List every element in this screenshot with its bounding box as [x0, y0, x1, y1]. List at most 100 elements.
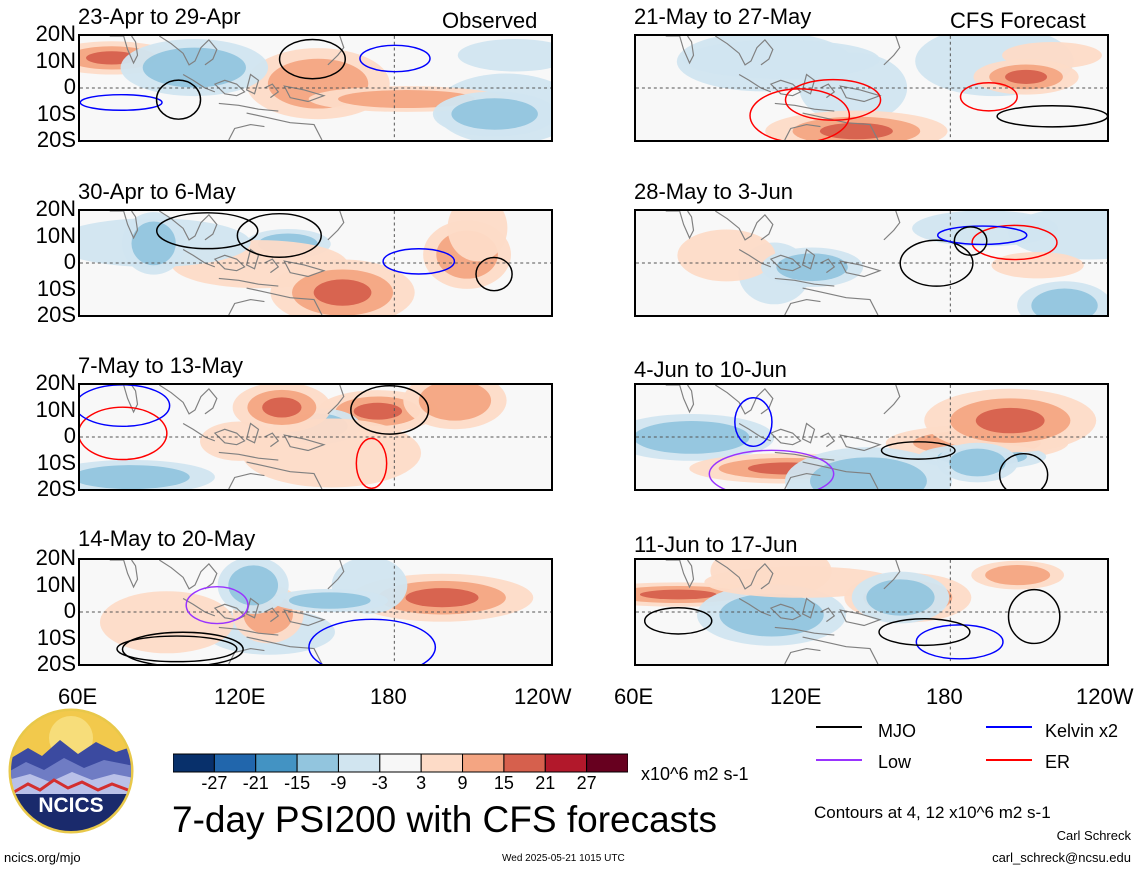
- coastline-2: [738, 74, 772, 93]
- coastline-10: [883, 560, 901, 590]
- coastline-8: [246, 287, 323, 315]
- map-panel-8: [634, 558, 1109, 666]
- lat-tick-row4-2: 0: [63, 598, 76, 623]
- coastline-9: [784, 299, 821, 315]
- contour-3: [80, 385, 171, 428]
- lon-tick-60e-right: 60E: [614, 684, 654, 709]
- legend-line-mjo: [816, 726, 862, 728]
- contour-1: [899, 239, 974, 287]
- coastline-8: [802, 461, 879, 489]
- coastline-6: [283, 434, 326, 452]
- logo-text: NCICS: [38, 794, 103, 817]
- legend-line-low: [816, 759, 862, 761]
- coastline-5: [264, 258, 280, 274]
- coastline-7: [218, 102, 279, 112]
- coastline-5: [820, 607, 836, 623]
- coastline-3: [213, 603, 246, 621]
- coastline-0: [109, 211, 139, 240]
- lat-tick-row3-2: 0: [63, 423, 76, 448]
- map-panel-5-svg: [80, 385, 551, 489]
- colorbar-cell-6: [420, 753, 464, 773]
- map-panel-7: [78, 558, 553, 666]
- coastline-4: [801, 73, 816, 95]
- coastline-6: [283, 260, 326, 278]
- coastline-8: [246, 112, 323, 140]
- contour-1: [475, 256, 513, 292]
- coastline-0: [109, 560, 139, 589]
- contour-0: [959, 82, 1018, 112]
- colorbar-level-2: -15: [284, 773, 311, 793]
- colorbar-level-9: 27: [576, 773, 597, 793]
- coastline-7: [774, 451, 835, 461]
- coastline-4: [245, 422, 260, 444]
- map-panel-7-svg: [80, 560, 551, 664]
- lat-tick-row3-3: 10S: [36, 449, 76, 475]
- colorbar-cell-4: [337, 753, 381, 773]
- author: Carl Schreck: [1056, 828, 1131, 843]
- lat-tick-row1-1: 10N: [35, 47, 76, 73]
- contour-2: [350, 385, 430, 435]
- coastline-8: [246, 636, 323, 664]
- coastline-3: [213, 79, 246, 97]
- map-panel-4: [634, 209, 1109, 317]
- colorbar-units: x10^6 m2 s-1: [641, 764, 749, 784]
- coastline-10: [327, 36, 345, 66]
- colorbar-level-5: 3: [416, 773, 427, 793]
- coastline-7: [774, 102, 835, 112]
- coastline-0: [665, 385, 695, 414]
- contour-3: [998, 452, 1049, 489]
- lat-tick-row2-4: 20S: [36, 302, 76, 327]
- coastline-7: [218, 626, 279, 636]
- contour-2: [708, 449, 835, 489]
- coastline-3: [769, 254, 802, 272]
- coastline-10: [327, 211, 345, 241]
- legend-label-mjo: MJO: [878, 721, 916, 741]
- lat-tick-row1-2: 0: [63, 74, 76, 99]
- contour-1: [880, 441, 956, 460]
- footer-timestamp: Wed 2025-05-21 1015 UTC: [502, 853, 625, 864]
- coastline-5: [264, 432, 280, 448]
- contour-2: [936, 225, 1028, 246]
- legend-line-er: [986, 759, 1032, 761]
- contour-0: [734, 397, 773, 448]
- coastline-6: [839, 434, 882, 452]
- coastline-0: [109, 385, 139, 414]
- colorbar-level-7: 15: [493, 773, 514, 793]
- coastline-2: [182, 74, 216, 93]
- contour-3: [359, 44, 431, 73]
- contour-2: [155, 79, 202, 120]
- lat-tick-row2-2: 0: [63, 249, 76, 274]
- colorbar-cell-0: [173, 753, 215, 773]
- coastline-1: [158, 385, 218, 415]
- colorbar-level-4: -3: [371, 773, 388, 793]
- coastline-9: [228, 299, 265, 315]
- contour-0: [382, 248, 456, 275]
- contour-1: [308, 618, 437, 664]
- colorbar-cell-1: [213, 753, 257, 773]
- coastline-6: [283, 85, 326, 103]
- panel-5-title: 7-May to 13-May: [78, 353, 244, 378]
- legend-label-er: ER: [1045, 752, 1071, 772]
- lon-tick-120w-left: 120W: [514, 684, 572, 709]
- lon-tick-180-right: 180: [926, 684, 963, 709]
- coastline-5: [264, 607, 280, 623]
- colorbar-cell-10: [586, 753, 628, 773]
- coastline-2: [182, 423, 216, 442]
- coastline-9: [784, 473, 821, 489]
- map-panel-6: [634, 383, 1109, 491]
- coastline-8: [802, 112, 879, 140]
- map-panel-1: [78, 34, 553, 142]
- map-panel-2-svg: [636, 36, 1107, 140]
- coastline-3: [769, 79, 802, 97]
- coastline-4: [801, 597, 816, 619]
- lat-tick-row4-1: 10N: [35, 571, 76, 597]
- coastline-1: [158, 560, 218, 590]
- coastline-10: [327, 385, 345, 415]
- coastline-7: [218, 277, 279, 287]
- contour-0: [80, 406, 168, 461]
- coastline-4: [801, 422, 816, 444]
- coastline-10: [883, 36, 901, 66]
- coastline-7: [774, 626, 835, 636]
- coastline-8: [802, 287, 879, 315]
- coastline-6: [839, 609, 882, 627]
